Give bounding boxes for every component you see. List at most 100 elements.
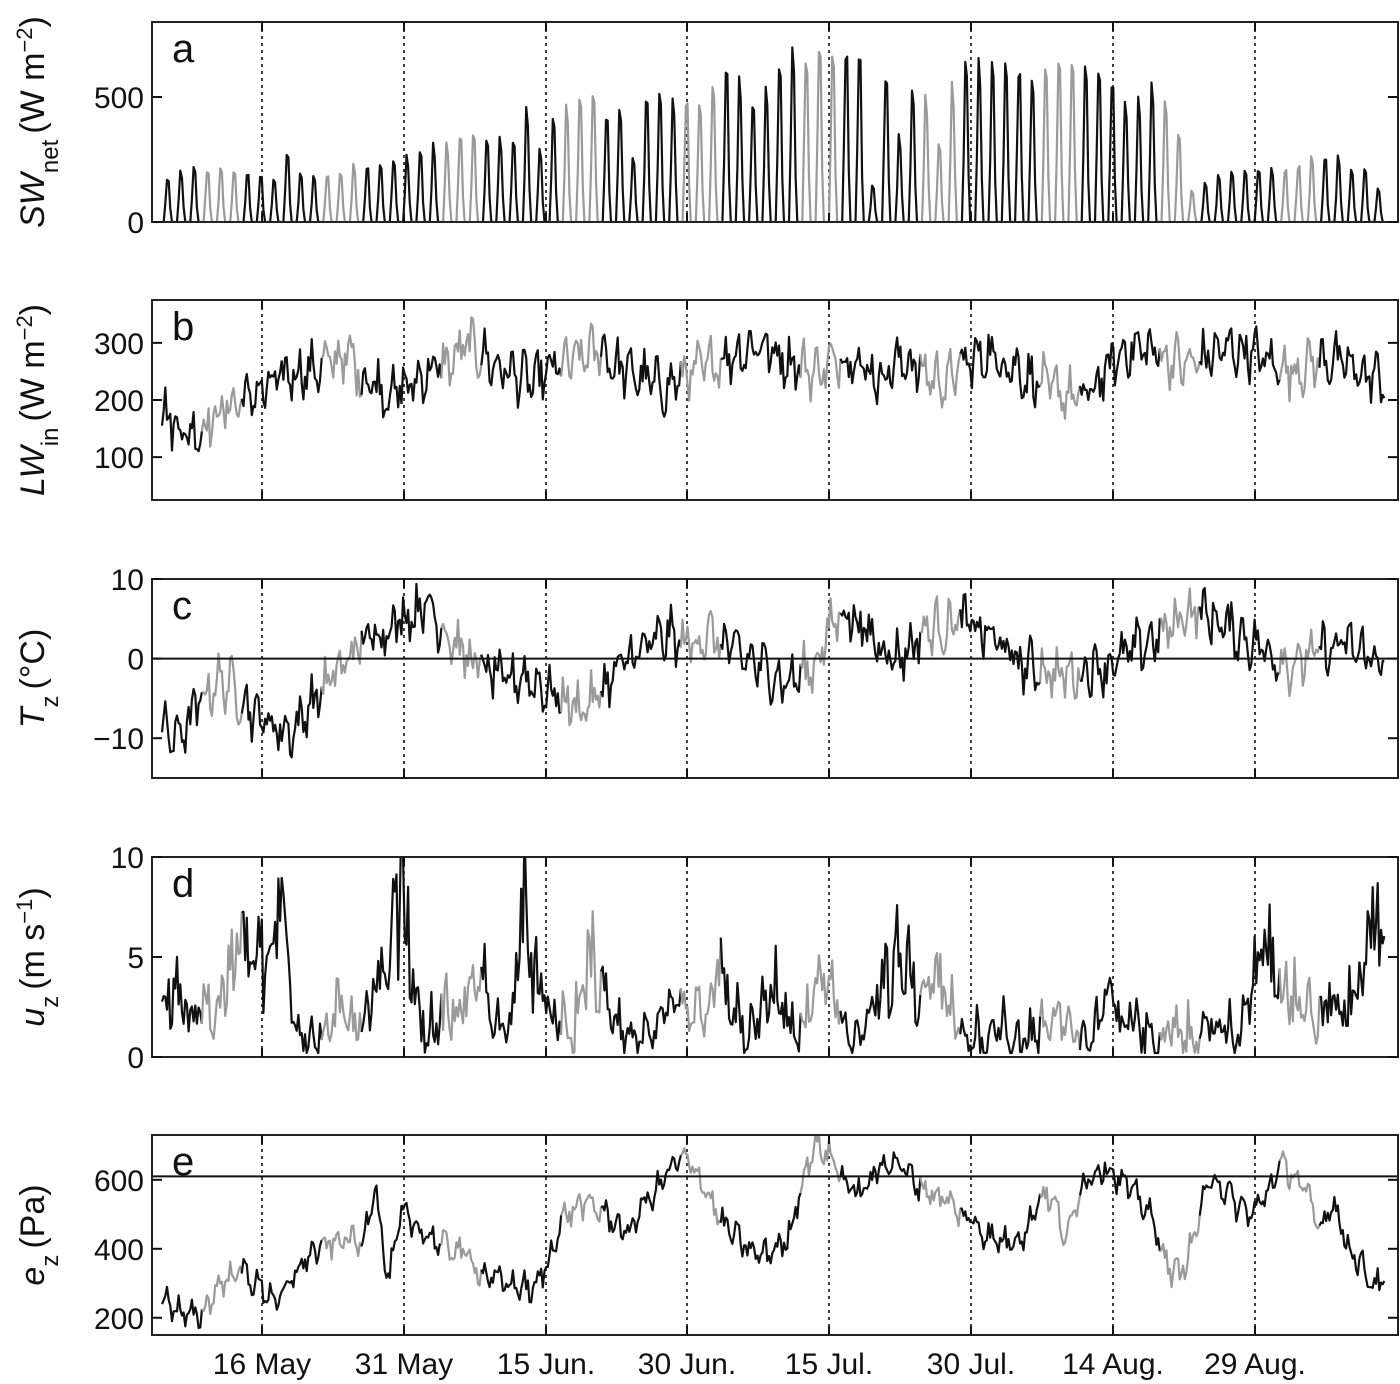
series-segment-a — [641, 92, 681, 222]
series-segment-b — [240, 360, 283, 417]
series-segment-a — [561, 95, 601, 222]
ytick-label-d-2: 10 — [111, 842, 144, 875]
series-segment-c — [1318, 620, 1361, 677]
panel-letter-d: d — [172, 862, 194, 906]
series-segment-d — [679, 937, 722, 1038]
series-segment-d — [640, 988, 682, 1050]
series-segment-e — [719, 1206, 762, 1264]
series-segment-d — [1198, 997, 1241, 1055]
series-segment-b — [1238, 325, 1281, 386]
series-segment-e — [879, 1151, 922, 1202]
series-segment-d — [719, 937, 762, 1055]
series-segment-e — [680, 1147, 722, 1226]
series-segment-e — [919, 1177, 962, 1228]
ytick-label-c-2: 10 — [111, 564, 144, 597]
series-segment-d — [799, 954, 842, 1029]
series-segment-c — [1159, 587, 1201, 649]
series-segment-b — [320, 334, 363, 398]
ytick-label-c-1: 0 — [127, 644, 144, 677]
series-segment-b — [1318, 330, 1361, 387]
ytick-label-d-1: 5 — [127, 942, 144, 975]
series-segment-c — [879, 621, 922, 682]
ytick-label-d-0: 0 — [127, 1042, 144, 1075]
ylabel-e: ez(Pa) — [14, 1184, 64, 1285]
ytick-label-e-1: 400 — [94, 1234, 144, 1267]
series-segment-d — [560, 910, 603, 1055]
series-segment-d — [1358, 882, 1386, 997]
series-segment-c — [959, 593, 1002, 661]
series-segment-b — [200, 387, 243, 448]
series-segment-c — [1278, 628, 1321, 698]
series-segment-b — [520, 348, 563, 401]
series-segment-b — [560, 322, 603, 380]
series-segment-b — [639, 347, 682, 418]
series-segment-e — [1198, 1173, 1241, 1223]
series-segment-b — [280, 338, 323, 402]
series-segment-c — [360, 604, 403, 657]
ylabel-b: LWin(W m−2) — [12, 304, 64, 496]
ytick-label-e-2: 600 — [94, 1165, 144, 1198]
series-segment-e — [161, 1285, 203, 1330]
xtick-label-0: 16 May — [213, 1348, 311, 1381]
series-segment-d — [1039, 998, 1082, 1051]
series-segment-e — [1278, 1150, 1321, 1230]
ytick-label-a-1: 500 — [94, 82, 144, 115]
series-segment-e — [320, 1224, 363, 1261]
series-e — [161, 1135, 1386, 1330]
series-segment-b — [959, 333, 1002, 390]
series-segment-a — [1159, 100, 1200, 222]
series-segment-c — [560, 669, 603, 727]
series-segment-b — [879, 336, 922, 393]
series-segment-b — [1078, 342, 1121, 402]
xtick-label-5: 30 Jul. — [927, 1348, 1015, 1381]
series-segment-b — [999, 347, 1041, 409]
series-segment-c — [999, 634, 1041, 696]
series-segment-b — [1118, 328, 1161, 379]
panel-e: 200 400 600 e ez(Pa) — [14, 1134, 1399, 1336]
series-segment-c — [599, 634, 643, 709]
series-segment-e — [1238, 1160, 1281, 1228]
series-segment-e — [1039, 1186, 1082, 1247]
series-segment-b — [919, 347, 962, 409]
series-segment-d — [959, 1003, 1002, 1055]
series-segment-e — [560, 1193, 603, 1228]
series-segment-c — [920, 595, 962, 657]
series-segment-b — [1039, 350, 1082, 420]
series-segment-c — [639, 603, 682, 668]
axes-frame-a — [151, 21, 1399, 223]
series-segment-a — [800, 50, 841, 222]
series-segment-a — [1040, 62, 1080, 222]
series-segment-e — [520, 1215, 563, 1304]
series-segment-a — [401, 141, 442, 222]
ytick-label-b-2: 300 — [94, 328, 144, 361]
series-segment-c — [520, 655, 562, 714]
series-segment-a — [1119, 81, 1160, 222]
series-segment-b — [1358, 350, 1386, 404]
series-segment-c — [719, 622, 762, 688]
series-segment-e — [759, 1192, 802, 1265]
series-segment-e — [360, 1184, 403, 1279]
series-segment-d — [1238, 903, 1281, 1047]
axes-frame-c — [151, 578, 1399, 779]
series-segment-c — [280, 673, 323, 759]
series-c — [160, 582, 1385, 759]
series-segment-c — [240, 683, 283, 752]
series-segment-d — [360, 857, 402, 1033]
series-segment-d — [879, 904, 922, 1027]
series-segment-a — [481, 135, 522, 222]
series-segment-a — [760, 46, 801, 222]
panel-letter-e: e — [172, 1140, 194, 1184]
panel-b: 100 200 300 b LWin(W m−2) — [12, 299, 1399, 501]
panel-a: 0 500 a SWnet(W m−2) — [12, 16, 1399, 240]
series-segment-c — [440, 618, 483, 680]
ylabel-c: Tz(°C) — [14, 629, 64, 729]
series-segment-d — [160, 955, 203, 1033]
series-segment-a — [880, 80, 921, 222]
series-segment-e — [1118, 1168, 1161, 1252]
xtick-label-6: 14 Aug. — [1062, 1348, 1164, 1381]
panel-letter-b: b — [172, 305, 194, 349]
series-segment-c — [1198, 586, 1241, 662]
series-segment-b — [759, 332, 802, 391]
xtick-label-1: 31 May — [355, 1348, 453, 1381]
series-segment-a — [960, 56, 1001, 222]
